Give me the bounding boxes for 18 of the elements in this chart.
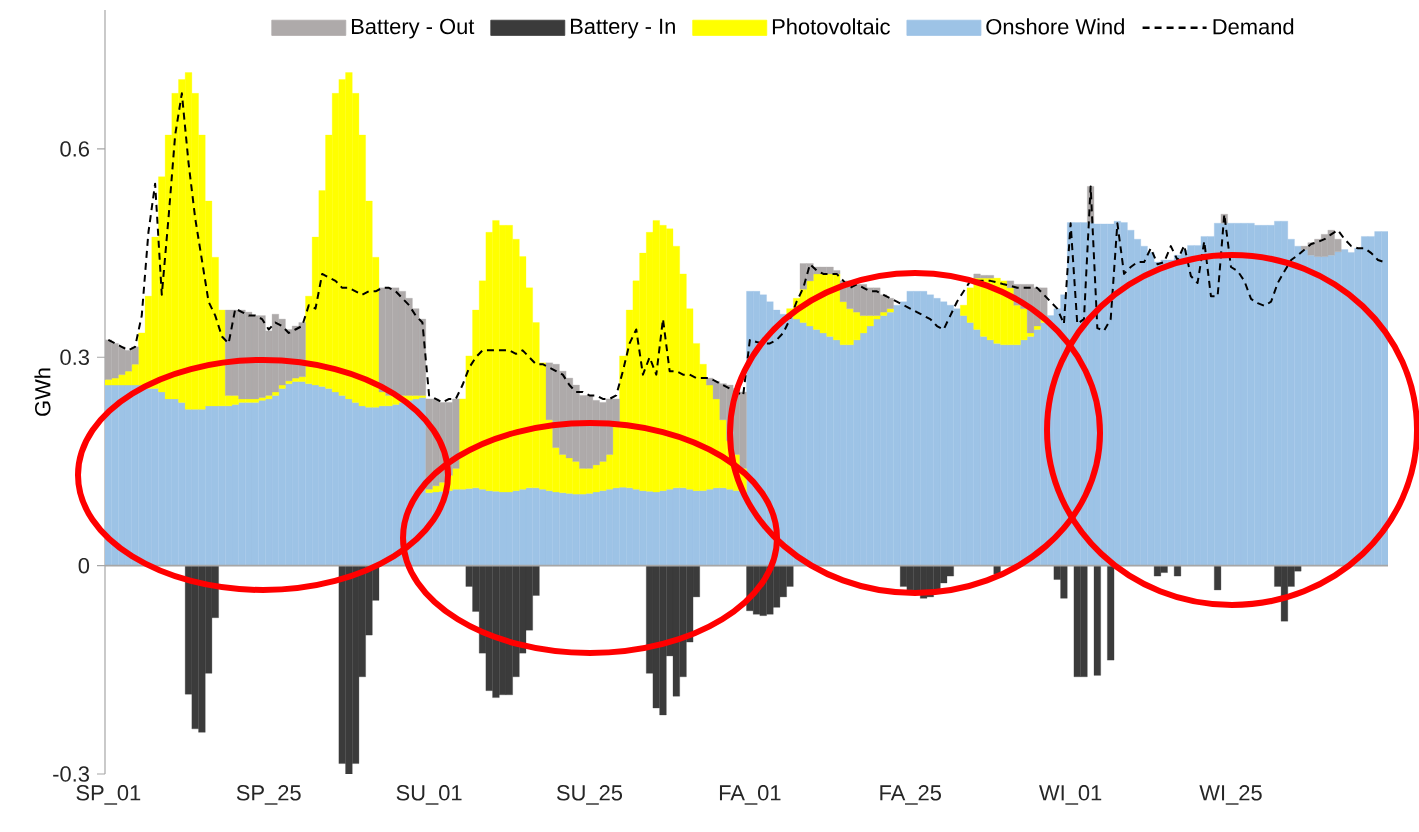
x-tick-label: SP_25	[236, 785, 301, 805]
y-tick-label: 0.6	[60, 141, 89, 157]
y-axis-title: GWh	[34, 368, 51, 416]
y-tick-label: 0.3	[60, 349, 89, 366]
y-tick-label: 0	[78, 557, 90, 574]
x-tick-label: SU_25	[556, 785, 623, 805]
x-tick-label: FA_25	[880, 785, 941, 805]
legend-label: Demand	[1213, 18, 1294, 35]
legend-label: Battery - In	[570, 18, 675, 39]
x-tick-label: SU_01	[396, 785, 462, 805]
legend-label: Battery - Out	[351, 18, 475, 39]
x-tick-label: WI_25	[1199, 785, 1262, 805]
legend-label: Photovoltaic	[772, 18, 890, 35]
x-tick-label: FA_01	[719, 785, 781, 805]
legend-label: Onshore Wind	[986, 18, 1124, 35]
x-tick-label: SP_01	[76, 785, 141, 805]
x-tick-label: WI_01	[1039, 785, 1102, 805]
y-tick-label: -0.3	[53, 766, 89, 782]
